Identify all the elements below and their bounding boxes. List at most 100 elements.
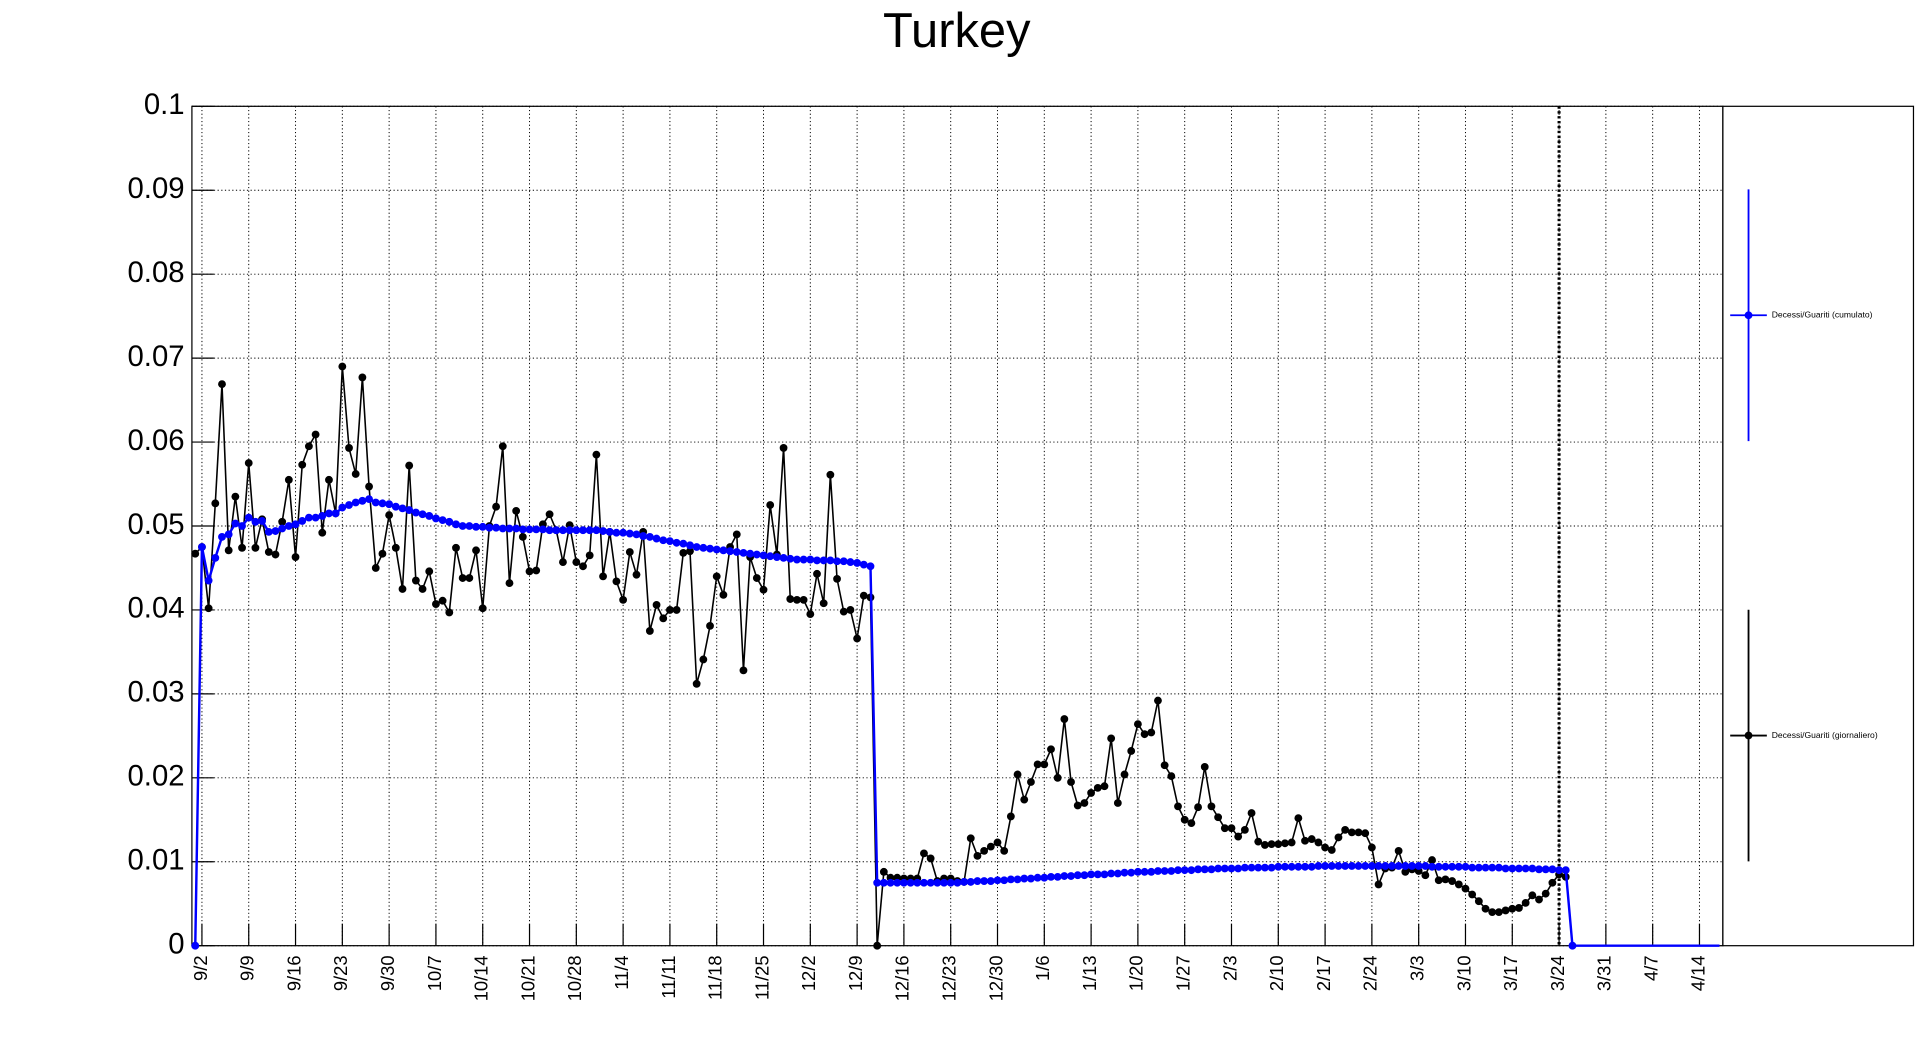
marker xyxy=(445,517,454,526)
marker xyxy=(1421,862,1430,870)
marker xyxy=(1060,715,1069,723)
marker xyxy=(244,459,253,467)
marker xyxy=(1167,772,1176,781)
marker xyxy=(478,522,487,531)
marker xyxy=(625,548,634,556)
y-tick-label: 0.06 xyxy=(128,424,185,457)
marker xyxy=(1274,840,1283,849)
marker xyxy=(672,606,681,614)
marker xyxy=(1468,890,1477,899)
y-tick-label: 0.05 xyxy=(128,508,185,541)
marker xyxy=(806,610,815,619)
marker xyxy=(425,512,434,520)
marker xyxy=(1301,862,1309,871)
marker xyxy=(1287,838,1296,847)
marker xyxy=(1187,819,1196,828)
x-tick-label: 12/30 xyxy=(985,955,1006,1001)
x-tick-label: 2/10 xyxy=(1266,955,1287,991)
marker xyxy=(1147,728,1156,737)
marker xyxy=(1187,866,1196,875)
marker xyxy=(1327,862,1336,870)
marker xyxy=(331,509,340,518)
marker xyxy=(1000,846,1009,855)
marker xyxy=(251,543,260,552)
marker xyxy=(512,506,521,515)
marker xyxy=(1000,876,1009,885)
marker xyxy=(1207,802,1216,811)
marker xyxy=(1087,870,1096,879)
marker xyxy=(953,878,962,887)
marker xyxy=(298,517,307,525)
marker xyxy=(779,444,788,452)
marker xyxy=(525,567,534,576)
marker xyxy=(599,572,607,581)
legend-box xyxy=(1722,105,1915,947)
marker xyxy=(1214,864,1223,873)
x-tick-label: 11/4 xyxy=(611,955,632,989)
marker xyxy=(472,522,480,531)
marker xyxy=(391,543,400,552)
marker xyxy=(859,560,868,569)
marker xyxy=(1468,863,1477,872)
marker xyxy=(1341,862,1350,870)
x-tick-label: 9/16 xyxy=(283,955,304,991)
marker xyxy=(505,524,514,533)
marker xyxy=(1127,868,1136,877)
x-tick-label: 10/14 xyxy=(471,955,492,1001)
marker xyxy=(859,591,868,600)
marker xyxy=(1207,865,1216,874)
x-tick-label: 3/24 xyxy=(1547,955,1568,991)
marker xyxy=(940,878,948,887)
marker xyxy=(1067,872,1075,880)
marker xyxy=(1093,783,1102,792)
marker xyxy=(351,470,360,478)
marker xyxy=(518,533,527,541)
y-tick-label: 0 xyxy=(168,927,184,960)
legend-label: Decessi/Guariti (giornaliero) xyxy=(1772,730,1878,740)
marker xyxy=(666,606,674,614)
marker xyxy=(311,513,320,522)
marker xyxy=(873,941,882,950)
marker xyxy=(579,526,587,535)
marker xyxy=(1180,815,1189,824)
marker xyxy=(1481,863,1490,872)
marker xyxy=(612,577,621,586)
x-tick-label: 10/7 xyxy=(424,955,445,991)
marker xyxy=(1100,870,1109,879)
marker xyxy=(204,604,213,613)
marker xyxy=(752,550,761,559)
marker xyxy=(1267,863,1276,872)
marker xyxy=(1541,865,1550,874)
marker xyxy=(759,585,768,594)
marker xyxy=(1100,782,1109,791)
marker xyxy=(986,877,995,885)
marker xyxy=(264,527,273,536)
marker xyxy=(1488,908,1497,917)
marker xyxy=(1087,789,1096,797)
marker xyxy=(786,595,795,603)
marker xyxy=(793,595,801,604)
marker xyxy=(946,878,955,887)
marker xyxy=(1474,897,1483,906)
marker xyxy=(304,513,313,522)
marker xyxy=(1261,841,1269,849)
marker xyxy=(672,538,681,547)
marker xyxy=(391,502,400,511)
marker xyxy=(271,527,280,535)
marker xyxy=(1154,696,1162,705)
marker xyxy=(799,555,808,564)
marker xyxy=(966,834,975,843)
marker xyxy=(211,553,220,562)
marker xyxy=(1160,761,1169,770)
marker xyxy=(692,679,701,688)
marker xyxy=(1133,867,1142,876)
marker xyxy=(1381,862,1390,870)
marker xyxy=(1033,873,1042,882)
marker xyxy=(739,548,748,557)
marker xyxy=(284,475,293,484)
marker xyxy=(926,878,935,887)
marker xyxy=(211,499,220,508)
marker xyxy=(545,526,554,535)
marker xyxy=(866,562,875,571)
marker xyxy=(1501,864,1510,873)
